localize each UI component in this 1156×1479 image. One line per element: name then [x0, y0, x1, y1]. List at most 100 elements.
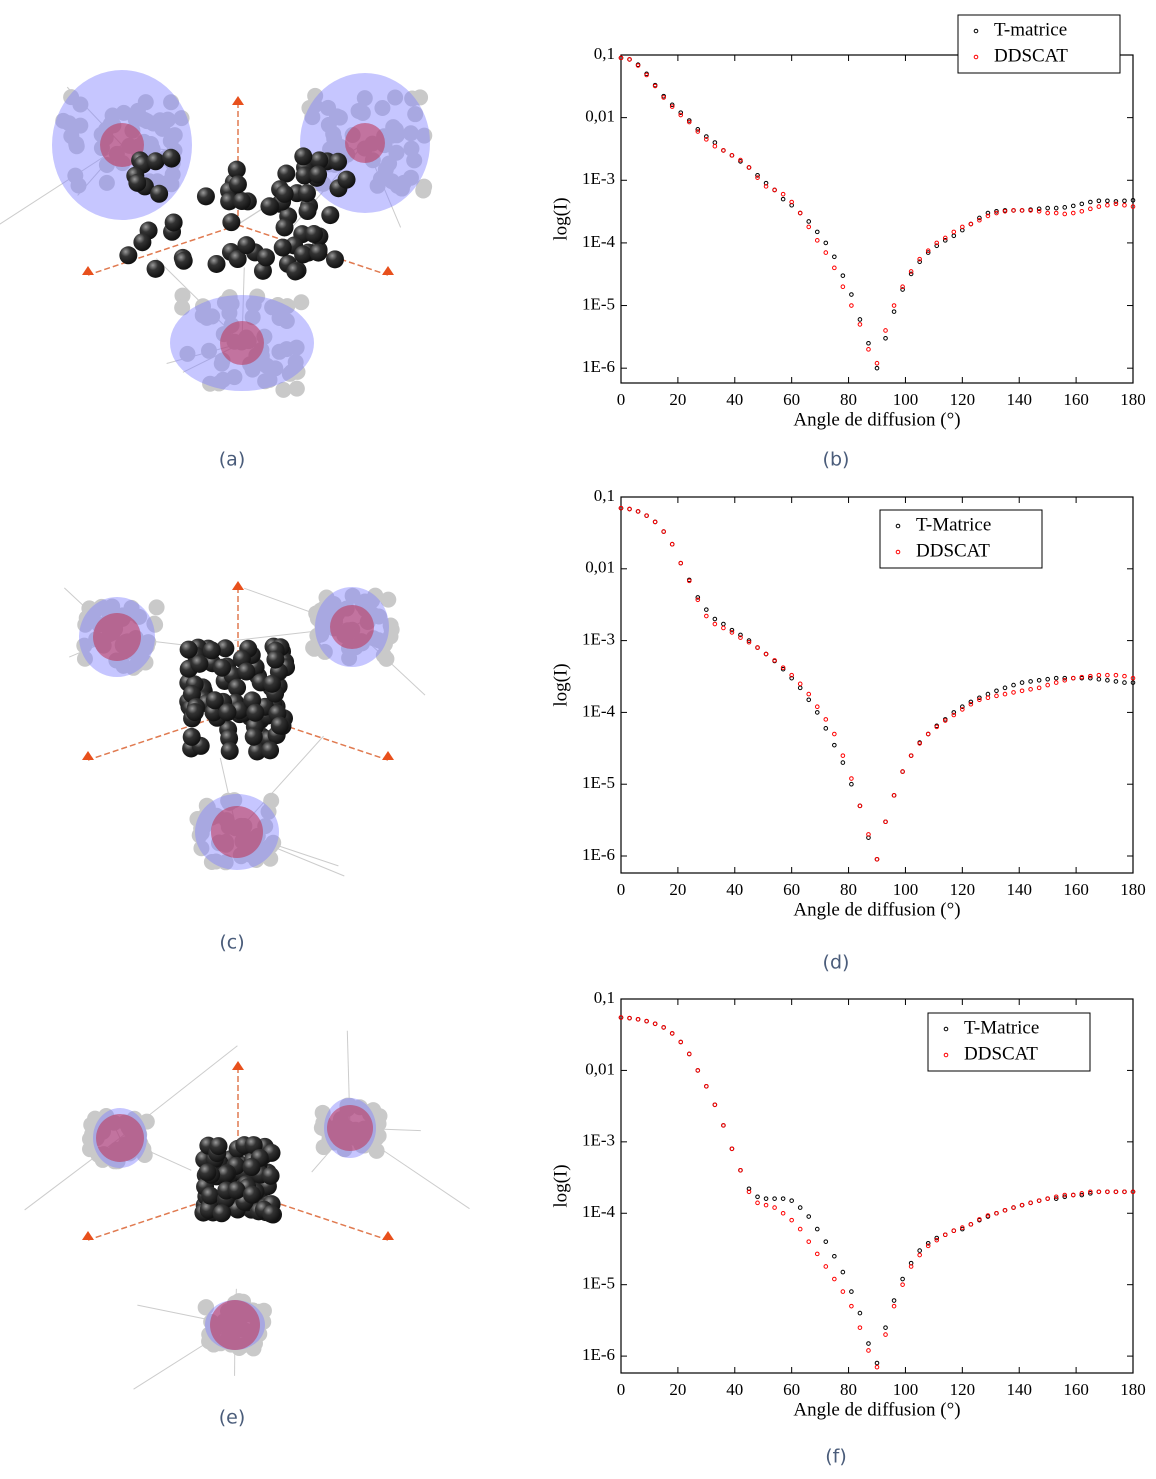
data-point — [712, 140, 718, 145]
sphere — [256, 248, 275, 267]
projection-blob — [195, 298, 212, 315]
x-axis-label: Angle de diffusion (°) — [793, 899, 960, 920]
sphere — [253, 261, 272, 280]
axis — [87, 1189, 239, 1241]
legend-marker — [895, 523, 901, 529]
caption: (e) — [219, 1407, 246, 1429]
data-point — [1036, 206, 1042, 212]
projection-blob — [104, 598, 121, 615]
data-point — [806, 697, 812, 703]
data-point — [814, 704, 820, 710]
projection-blob — [365, 1102, 382, 1119]
data-point — [857, 317, 863, 322]
projection-blob — [320, 99, 337, 116]
data-point — [1019, 688, 1025, 694]
sphere — [260, 197, 279, 216]
data-point — [840, 753, 846, 758]
data-point — [823, 717, 829, 722]
data-point — [960, 1225, 965, 1230]
x-tick-label: 160 — [1063, 1380, 1089, 1399]
data-point — [866, 347, 871, 352]
projection-blob — [159, 111, 176, 128]
sphere — [146, 152, 165, 171]
data-point — [840, 760, 846, 765]
axis-arrow — [382, 1231, 394, 1240]
data-point — [780, 1196, 786, 1201]
data-point — [951, 233, 957, 239]
projection-blob — [123, 599, 140, 616]
data-point — [925, 248, 931, 254]
data-point — [814, 710, 820, 715]
sphere — [227, 1181, 246, 1200]
data-point — [942, 235, 948, 241]
projection-blob — [275, 381, 292, 398]
sphere — [277, 164, 296, 183]
x-tick-label: 180 — [1120, 1380, 1146, 1399]
data-point — [1122, 198, 1127, 204]
projection-core — [96, 1114, 144, 1162]
data-point — [1062, 205, 1068, 210]
x-tick-label: 80 — [840, 880, 857, 899]
data-point — [678, 1039, 684, 1045]
sphere — [128, 173, 147, 192]
data-point — [1070, 203, 1076, 209]
sphere — [207, 254, 226, 273]
data-point — [1105, 198, 1110, 204]
data-point — [729, 153, 735, 158]
data-point — [1113, 199, 1119, 204]
data-point — [942, 238, 948, 243]
sphere — [244, 727, 263, 746]
data-point — [891, 303, 897, 308]
plot-frame — [620, 54, 1134, 384]
data-point — [1113, 679, 1119, 684]
data-point — [849, 1303, 854, 1309]
projection-blob — [258, 357, 275, 374]
data-point — [618, 55, 624, 61]
data-point — [806, 1239, 812, 1244]
data-point — [1019, 208, 1025, 213]
data-point — [1036, 685, 1042, 691]
data-point — [789, 1198, 794, 1203]
data-point — [695, 129, 701, 134]
sphere — [273, 238, 292, 257]
legend-box — [927, 1012, 1091, 1072]
projection-blob — [148, 599, 165, 616]
data-point — [763, 651, 769, 657]
data-point — [797, 1205, 803, 1210]
projection-blob — [383, 621, 400, 638]
data-point — [849, 303, 854, 308]
projection-blob — [203, 854, 220, 871]
data-point — [832, 1276, 837, 1282]
data-point — [917, 741, 922, 746]
x-tick-label: 0 — [617, 390, 626, 409]
data-point — [669, 102, 675, 108]
projection-blob — [407, 106, 424, 123]
data-point — [942, 1232, 948, 1238]
data-point — [1053, 680, 1059, 685]
legend-box — [957, 14, 1121, 74]
data-point — [780, 1210, 786, 1216]
data-point — [977, 697, 982, 703]
data-point — [985, 213, 991, 219]
projection-blob — [279, 298, 296, 315]
data-point — [994, 1210, 999, 1216]
x-axis-label: Angle de diffusion (°) — [793, 1399, 960, 1420]
sphere — [218, 703, 237, 722]
data-point — [925, 250, 931, 255]
data-point — [1070, 210, 1076, 216]
legend-box — [879, 509, 1043, 569]
data-point — [985, 210, 991, 216]
projection-core — [327, 1105, 373, 1151]
projection-blob — [76, 637, 93, 654]
projection-blob — [369, 177, 386, 194]
sphere — [275, 184, 294, 203]
data-point — [789, 1217, 794, 1223]
y-tick-label: 1E-4 — [582, 1202, 616, 1221]
data-point — [1096, 676, 1102, 682]
data-point — [832, 265, 837, 271]
projection-blob — [393, 180, 410, 197]
data-point — [891, 1303, 897, 1309]
data-point — [1053, 205, 1059, 211]
projection-blob — [317, 598, 334, 615]
data-point — [686, 119, 692, 125]
